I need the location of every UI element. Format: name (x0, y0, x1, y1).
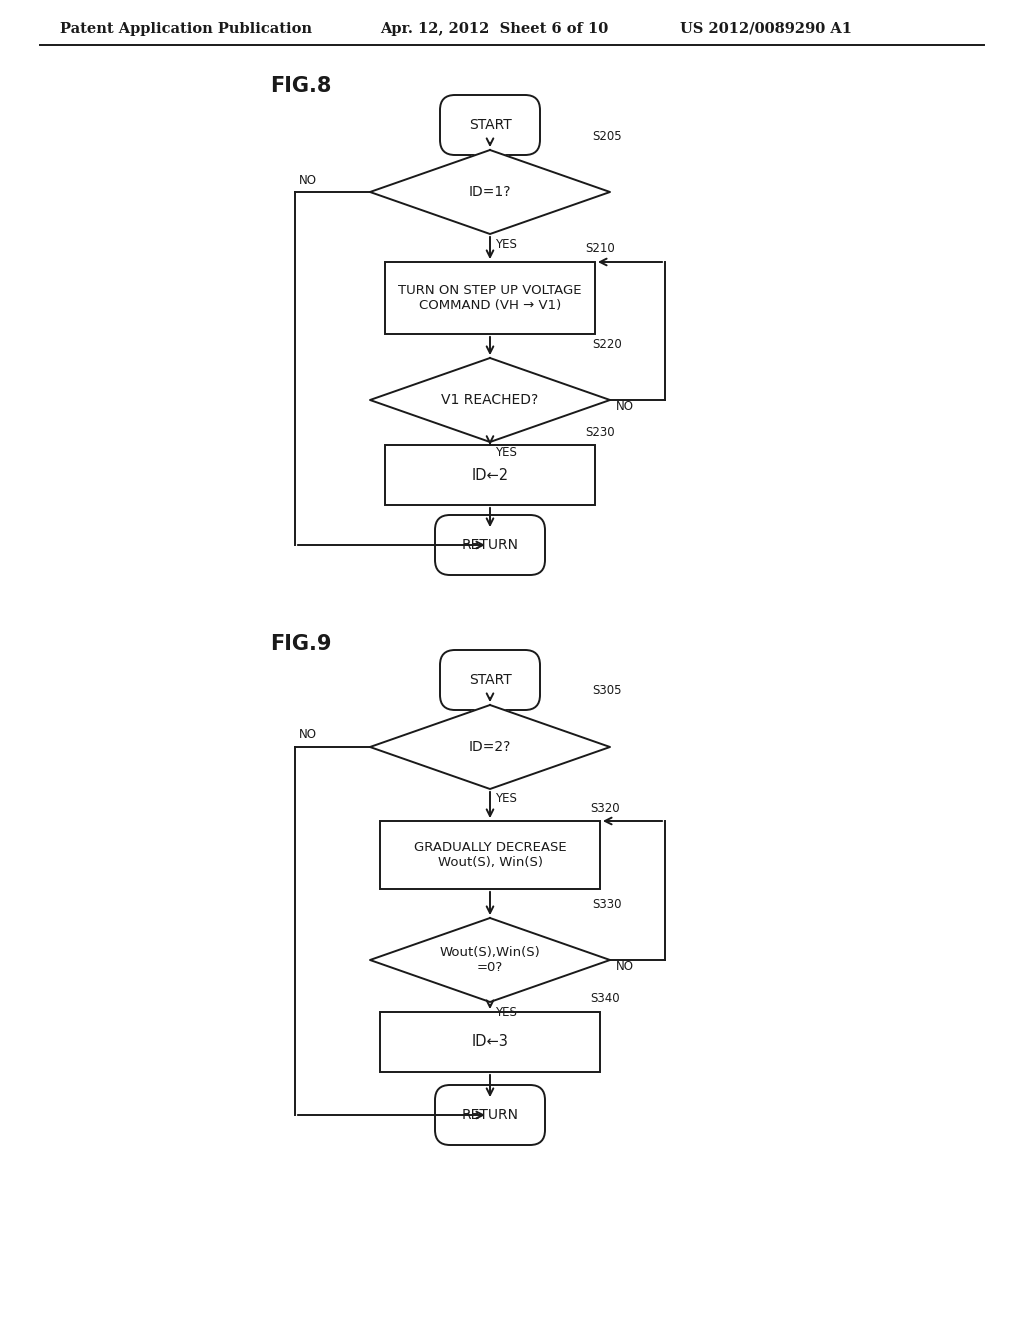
Text: YES: YES (495, 238, 517, 251)
FancyBboxPatch shape (435, 515, 545, 576)
Polygon shape (370, 358, 610, 442)
Text: S210: S210 (585, 243, 614, 256)
Text: V1 REACHED?: V1 REACHED? (441, 393, 539, 407)
Text: S320: S320 (590, 801, 620, 814)
Text: YES: YES (495, 792, 517, 805)
Text: NO: NO (299, 173, 317, 186)
Text: Apr. 12, 2012  Sheet 6 of 10: Apr. 12, 2012 Sheet 6 of 10 (380, 22, 608, 36)
Text: ID←2: ID←2 (471, 467, 509, 483)
Text: ID=1?: ID=1? (469, 185, 511, 199)
Text: RETURN: RETURN (462, 539, 518, 552)
Text: TURN ON STEP UP VOLTAGE
COMMAND (VH → V1): TURN ON STEP UP VOLTAGE COMMAND (VH → V1… (398, 284, 582, 312)
Text: S330: S330 (592, 898, 622, 911)
Text: S220: S220 (592, 338, 622, 351)
Text: RETURN: RETURN (462, 1107, 518, 1122)
Text: US 2012/0089290 A1: US 2012/0089290 A1 (680, 22, 852, 36)
Polygon shape (370, 705, 610, 789)
Text: ID←3: ID←3 (472, 1035, 509, 1049)
FancyBboxPatch shape (440, 95, 540, 154)
Text: START: START (469, 673, 511, 686)
Text: YES: YES (495, 1006, 517, 1019)
Bar (380, 1012, 600, 1072)
Text: NO: NO (616, 960, 634, 973)
Text: S305: S305 (592, 685, 622, 697)
Text: Patent Application Publication: Patent Application Publication (60, 22, 312, 36)
Polygon shape (370, 917, 610, 1002)
Text: START: START (469, 117, 511, 132)
FancyBboxPatch shape (440, 649, 540, 710)
Text: S205: S205 (592, 129, 622, 143)
FancyBboxPatch shape (435, 1085, 545, 1144)
Text: NO: NO (299, 729, 317, 742)
Text: NO: NO (616, 400, 634, 412)
Text: GRADUALLY DECREASE
Wout(S), Win(S): GRADUALLY DECREASE Wout(S), Win(S) (414, 841, 566, 869)
Bar (385, 261, 595, 334)
Bar (380, 821, 600, 888)
Bar (385, 445, 595, 506)
Text: Wout(S),Win(S)
=0?: Wout(S),Win(S) =0? (439, 946, 541, 974)
Text: S230: S230 (585, 425, 614, 438)
Text: ID=2?: ID=2? (469, 741, 511, 754)
Text: S340: S340 (590, 993, 620, 1006)
Text: FIG.8: FIG.8 (270, 77, 332, 96)
Polygon shape (370, 150, 610, 234)
Text: YES: YES (495, 446, 517, 458)
Text: FIG.9: FIG.9 (270, 634, 332, 653)
